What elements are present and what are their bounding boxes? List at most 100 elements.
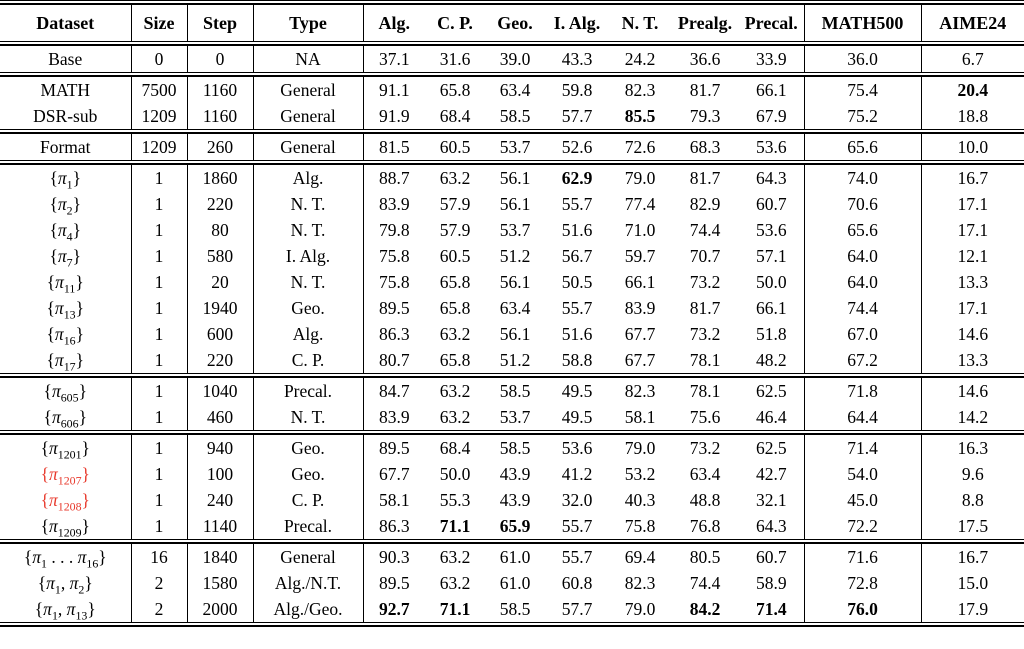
step-cell: 0: [187, 46, 254, 72]
table-row: {π1 . . . π16} 16 1840 General 90.3 63.2 61.0 5…: [0, 544, 1024, 570]
column-header-aime24: AIME24: [939, 12, 1007, 33]
horizontal-rule: [0, 129, 1024, 134]
score-cell: 78.1: [689, 380, 721, 401]
score-cell: 75.8: [624, 515, 656, 536]
score-cell: 43.9: [499, 489, 531, 510]
score-cell: 71.4: [739, 596, 805, 622]
score-cell: 52.6: [561, 136, 593, 157]
score-cell: 81.7: [689, 79, 721, 100]
math500-cell: 45.0: [804, 487, 922, 513]
score-cell: 63.2: [439, 546, 471, 567]
size-cell: 7500: [131, 77, 188, 103]
horizontal-rule: [0, 0, 1024, 5]
score-cell: 71.1: [439, 515, 471, 536]
score-cell: 60.5: [439, 136, 471, 157]
aime24-cell: 17.1: [957, 193, 989, 214]
pi-symbol: π: [54, 297, 64, 318]
score-cell: 75.6: [689, 406, 721, 427]
score-cell: 56.1: [499, 323, 531, 344]
aime24-cell: 18.8: [957, 105, 989, 126]
type-cell: General: [253, 103, 364, 129]
score-cell: 76.8: [689, 515, 721, 536]
type-cell: Geo.: [253, 461, 364, 487]
aime24-cell: 13.3: [957, 271, 989, 292]
size-cell: 1: [131, 217, 188, 243]
step-cell: 2000: [187, 596, 254, 622]
aime24-cell: 17.9: [957, 598, 989, 619]
horizontal-rule: [0, 160, 1024, 165]
size-cell: 0: [131, 46, 188, 72]
score-cell: 51.6: [561, 323, 593, 344]
score-cell: 89.5: [378, 572, 410, 593]
score-cell: 57.9: [439, 219, 471, 240]
score-cell: 80.5: [689, 546, 721, 567]
table-row: {π2} 1 220 N. T. 83.9 57.9 56.1 55.7 77.4 82.9 60.…: [0, 191, 1024, 217]
score-cell: 60.7: [739, 544, 805, 570]
column-header-s5: Prealg.: [677, 12, 733, 33]
dataset-cell: Format: [0, 134, 132, 160]
dataset-cell: {π7}: [0, 243, 132, 269]
column-header-size: Size: [131, 5, 188, 41]
score-cell: 53.2: [624, 463, 656, 484]
score-cell: 53.6: [739, 217, 805, 243]
score-cell: 62.5: [739, 378, 805, 404]
step-cell: 100: [187, 461, 254, 487]
math500-cell: 74.4: [804, 295, 922, 321]
score-cell: 50.5: [561, 271, 593, 292]
score-cell: 79.0: [624, 598, 656, 619]
size-cell: 1: [131, 165, 188, 191]
step-cell: 1160: [187, 103, 254, 129]
size-cell: 2: [131, 596, 188, 622]
score-cell: 77.4: [624, 193, 656, 214]
score-cell: 67.7: [624, 349, 656, 370]
dataset-cell: {π1208}: [0, 487, 132, 513]
size-cell: 1209: [131, 134, 188, 160]
aime24-cell: 6.7: [961, 48, 984, 69]
step-cell: 580: [187, 243, 254, 269]
math500-cell: 71.8: [804, 378, 922, 404]
score-cell: 84.2: [689, 598, 721, 619]
table-row: {π1} 1 1860 Alg. 88.7 63.2 56.1 62.9 79.0 81.7 64.…: [0, 165, 1024, 191]
dataset-cell: {π1 . . . π16}: [0, 544, 132, 570]
group-separator-rule: [0, 129, 1024, 134]
pi-symbol: π: [55, 271, 64, 292]
horizontal-rule: [0, 622, 1024, 627]
score-cell: 58.5: [499, 437, 531, 458]
score-cell: 63.4: [499, 297, 531, 318]
score-cell: 32.0: [561, 489, 593, 510]
column-header-s1: C. P.: [437, 12, 473, 33]
pi-symbol: π: [66, 598, 76, 619]
aime24-cell: 17.1: [957, 297, 989, 318]
table-row: {π17} 1 220 C. P. 80.7 65.8 51.2 58.8 67.7 78.1 48…: [0, 347, 1024, 373]
step-cell: 80: [187, 217, 254, 243]
step-cell: 1140: [187, 513, 254, 539]
score-cell: 65.8: [439, 271, 471, 292]
score-cell: 71.0: [624, 219, 656, 240]
math500-cell: 64.0: [804, 269, 922, 295]
score-cell: 57.7: [561, 598, 593, 619]
score-cell: 68.4: [439, 105, 471, 126]
score-cell: 55.7: [561, 297, 593, 318]
pi-symbol: π: [69, 572, 79, 593]
aime24-cell: 8.8: [961, 489, 984, 510]
math500-cell: 64.4: [804, 404, 922, 430]
dataset-cell: {π606}: [0, 404, 132, 430]
score-cell: 56.7: [561, 245, 593, 266]
score-cell: 55.7: [561, 515, 593, 536]
score-cell: 75.8: [378, 271, 410, 292]
type-cell: N. T.: [253, 191, 364, 217]
score-cell: 53.7: [499, 136, 531, 157]
score-cell: 58.5: [499, 598, 531, 619]
aime24-cell: 14.6: [957, 323, 989, 344]
score-cell: 56.1: [499, 167, 531, 188]
dataset-cell: {π16}: [0, 321, 132, 347]
step-cell: 1040: [187, 378, 254, 404]
size-cell: 1209: [131, 103, 188, 129]
column-header-s4: N. T.: [621, 12, 659, 33]
aime24-cell: 14.2: [957, 406, 989, 427]
score-cell: 63.2: [439, 572, 471, 593]
score-cell: 84.7: [378, 380, 410, 401]
header-rule: [0, 41, 1024, 46]
math500-cell: 75.4: [804, 77, 922, 103]
bottom-rule: [0, 622, 1024, 627]
